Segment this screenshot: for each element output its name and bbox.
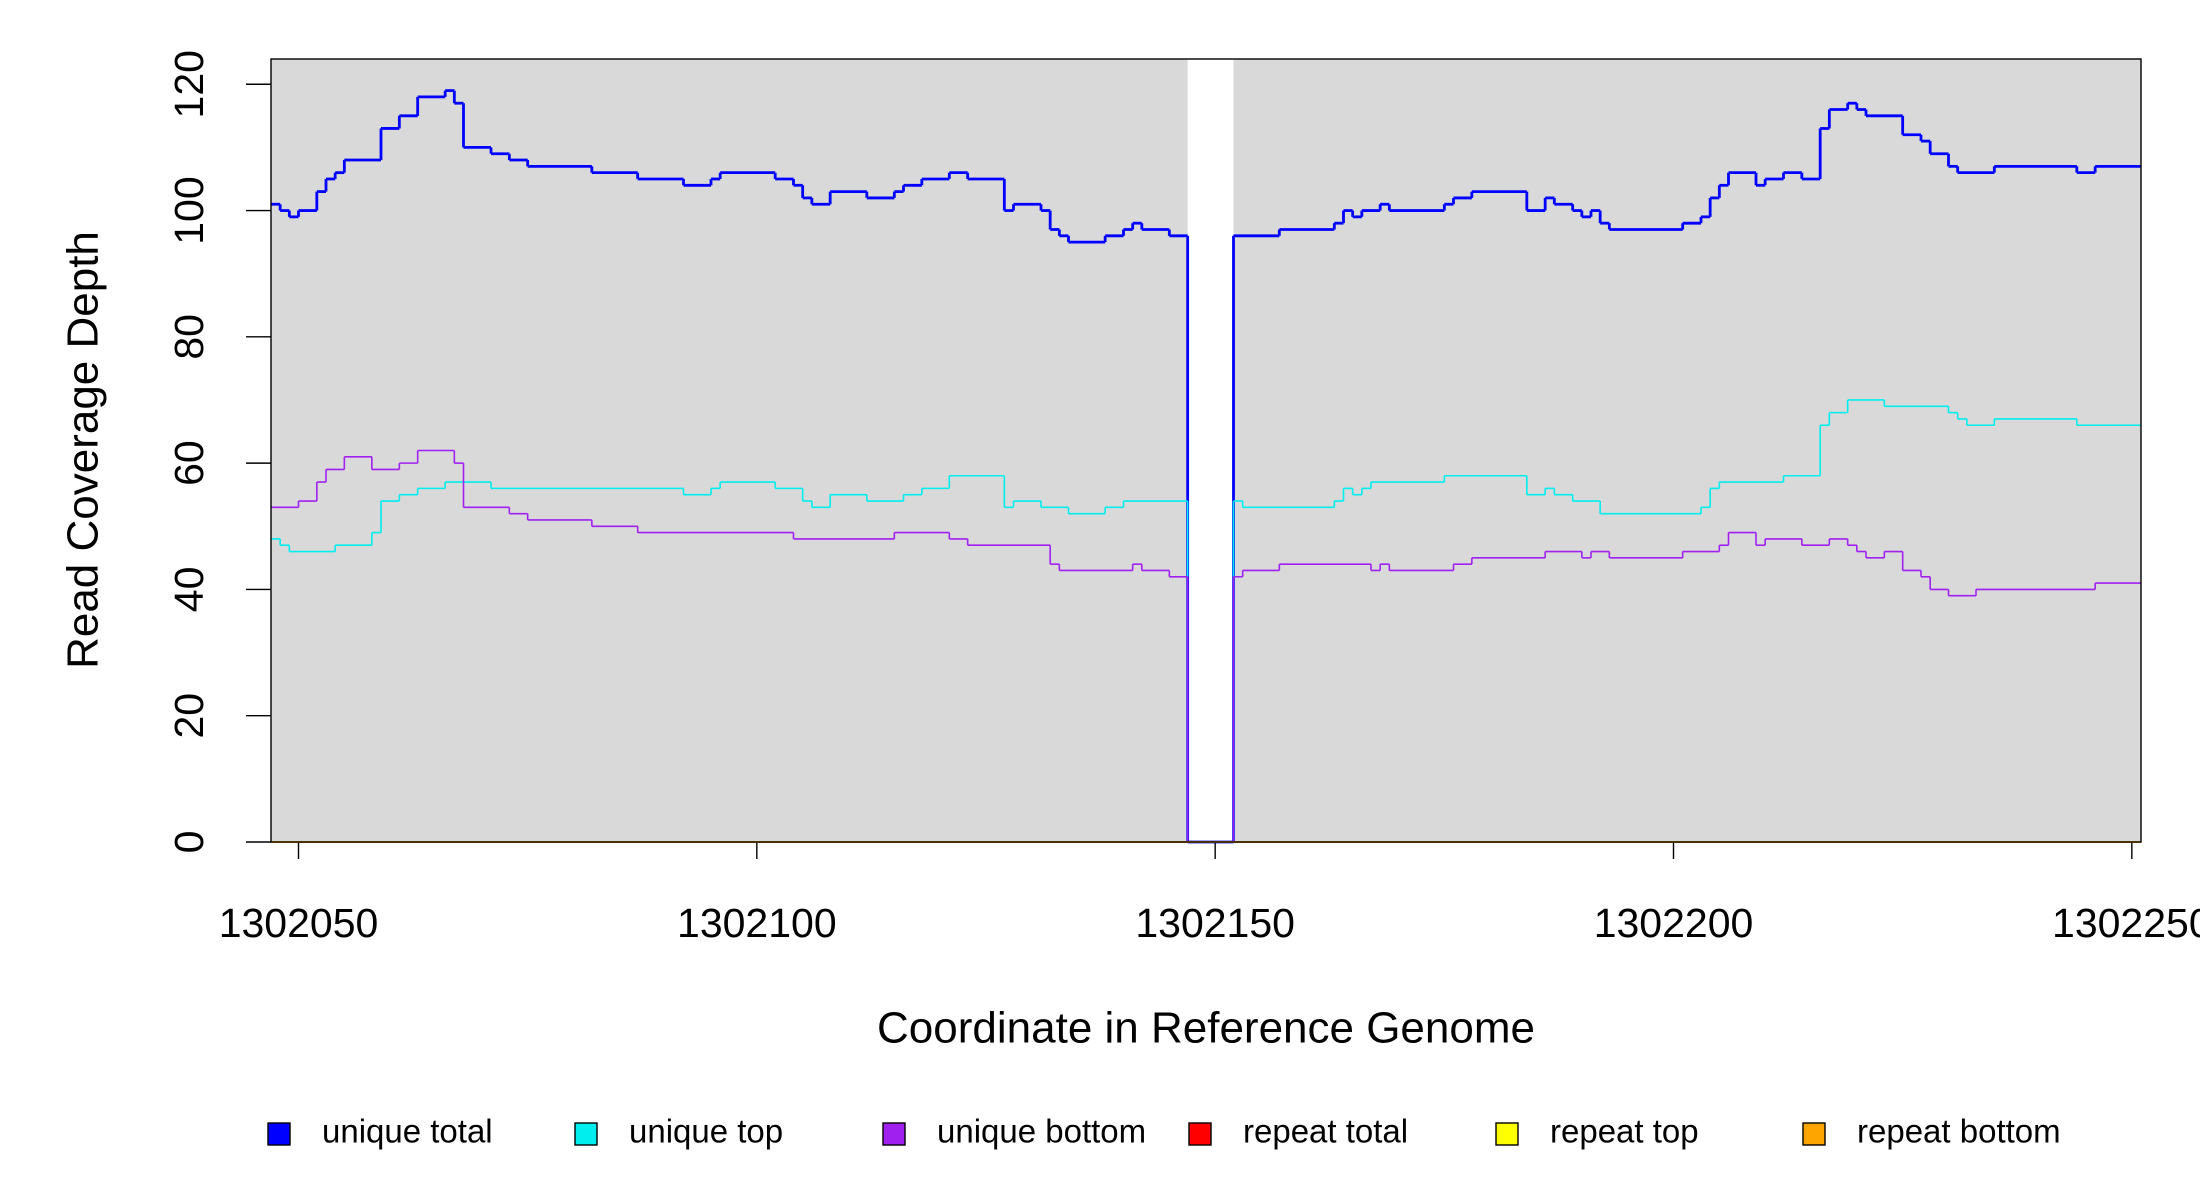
legend-label: unique total bbox=[322, 1113, 493, 1150]
x-tick-label: 1302100 bbox=[677, 900, 837, 946]
legend-label: repeat total bbox=[1243, 1113, 1408, 1150]
x-tick-label: 1302150 bbox=[1135, 900, 1295, 946]
y-tick-label: 40 bbox=[166, 567, 212, 613]
series-line bbox=[271, 89, 2141, 844]
y-tick-label: 60 bbox=[166, 440, 212, 486]
y-tick-label: 80 bbox=[166, 314, 212, 360]
plot-frame bbox=[270, 58, 2142, 843]
legend-swatch bbox=[882, 1122, 906, 1146]
y-tick-label: 20 bbox=[166, 693, 212, 739]
zero-coverage-gap bbox=[1187, 59, 1234, 842]
x-tick-label: 1302050 bbox=[219, 900, 379, 946]
x-tick-label: 1302250 bbox=[2052, 900, 2200, 946]
series-line bbox=[271, 449, 2141, 843]
x-axis-title: Coordinate in Reference Genome bbox=[877, 1004, 1535, 1053]
legend-label: repeat top bbox=[1550, 1113, 1699, 1150]
legend-swatch bbox=[1188, 1122, 1212, 1146]
y-tick-label: 120 bbox=[166, 50, 212, 118]
legend-label: unique bottom bbox=[937, 1113, 1146, 1150]
x-tick-label: 1302200 bbox=[1594, 900, 1754, 946]
y-axis-title: Read Coverage Depth bbox=[59, 231, 108, 669]
legend-swatch bbox=[1495, 1122, 1519, 1146]
legend-swatch bbox=[267, 1122, 291, 1146]
y-tick-label: 0 bbox=[166, 831, 212, 854]
legend-label: repeat bottom bbox=[1857, 1113, 2061, 1150]
y-tick-label: 100 bbox=[166, 176, 212, 244]
legend-swatch bbox=[1802, 1122, 1826, 1146]
legend-swatch bbox=[574, 1122, 598, 1146]
legend-label: unique top bbox=[629, 1113, 783, 1150]
